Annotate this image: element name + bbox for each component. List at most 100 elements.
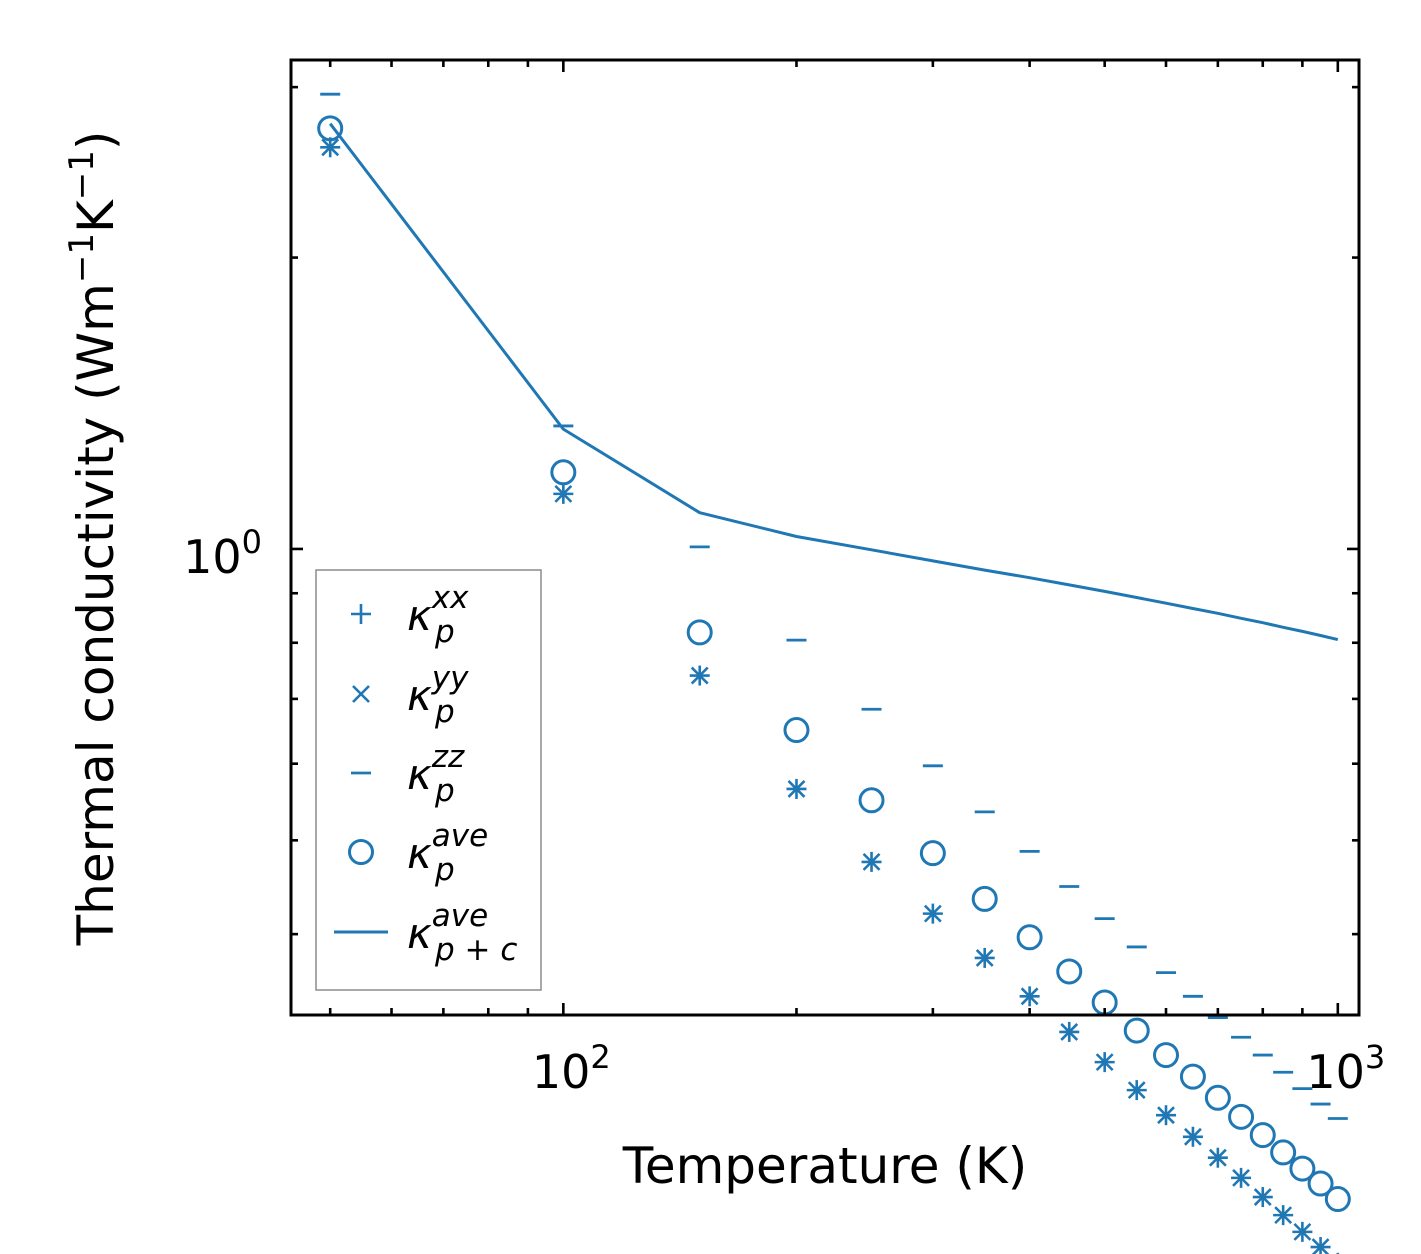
legend-entry-1-base: κ: [407, 591, 432, 640]
legend-entry-3-sub: p: [434, 773, 455, 809]
series-kappa-p-ave-point-600-ring: [1153, 1042, 1180, 1069]
y-axis-label-k: K: [67, 199, 125, 233]
legend-entry-3-label: κzz p: [407, 739, 465, 809]
series-kappa-p-ave-point-850-ring: [1270, 1139, 1297, 1166]
x-axis-label: Temperature (K): [622, 1137, 1027, 1195]
series-kappa-p-ave-point-950: [1307, 1170, 1334, 1197]
legend-entry-3-base: κ: [407, 750, 432, 799]
legend-entry-1: κxx p: [351, 580, 469, 650]
legend-entry-2-sup: yy: [431, 660, 469, 696]
x-tick-label-1000-exp: 3: [1365, 1038, 1385, 1076]
series-kappa-p-yy-point-600: [1157, 1106, 1175, 1125]
series-kappa-p-ave-point-550-ring: [1123, 1017, 1150, 1044]
series-kappa-p-yy-point-800-d2: [1253, 1188, 1272, 1206]
series-kappa-p-yy-point-250-d2: [862, 852, 881, 871]
series-kappa-p-ave-point-800: [1249, 1122, 1276, 1149]
legend-entry-2-sub: p: [434, 694, 455, 730]
series-kappa-p-yy-point-400-d2: [1020, 987, 1039, 1006]
legend-entry-4-sup: ave: [432, 818, 488, 854]
series-kappa-p-yy-point-200-d2: [787, 780, 806, 798]
legend-entry-2-base: κ: [407, 671, 432, 720]
legend-entry-2: κyy p: [352, 660, 469, 730]
legend-entry-4-label: κave p: [407, 818, 488, 888]
legend-entry-1-label: κxx p: [407, 580, 469, 650]
legend-entry-5-sup: ave: [432, 898, 488, 934]
series-kappa-p-yy-point-300-d2: [923, 904, 942, 923]
series-kappa-p-ave-point-650: [1179, 1063, 1206, 1090]
y-axis-label-main: Thermal conductivity (Wm: [67, 283, 125, 946]
series-kappa-p-yy-point-400: [1020, 987, 1039, 1006]
series-kappa-p-yy-point-500: [1095, 1053, 1114, 1072]
series-kappa-p-yy-point-50: [321, 138, 340, 157]
series-kappa-p-ave-point-400: [1016, 924, 1043, 951]
series-kappa-p-ave-point-950-ring: [1307, 1170, 1334, 1197]
legend-entry-5-sub: p + c: [434, 932, 517, 968]
legend-entry-2-handle: [352, 685, 370, 703]
x-tick-label-100: 102: [532, 1038, 611, 1099]
series-kappa-p-yy-point-100: [554, 484, 573, 503]
legend-entry-3: κzz p: [351, 739, 465, 809]
axes-frame: [289, 58, 1361, 1017]
series-kappa-p-ave-point-700: [1204, 1084, 1231, 1111]
series-kappa-p-ave-point-400-ring: [1016, 924, 1043, 951]
series-kappa-p-ave-point-750: [1228, 1103, 1255, 1130]
series-kappa-p-ave-point-1000: [1324, 1186, 1351, 1213]
series-kappa-p-yy-point-750: [1232, 1168, 1250, 1187]
legend-entry-4-base: κ: [407, 829, 432, 878]
x-tick-label-100-base: 10: [532, 1045, 591, 1099]
y-axis-label-sup2: −1: [62, 150, 102, 200]
series-kappa-p-yy-point-350-d2: [975, 948, 994, 967]
series-kappa-p-ave-point-350-ring: [971, 885, 998, 912]
series-kappa-p-yy-point-150-d2: [690, 666, 709, 685]
legend-entry-3-sup: zz: [431, 739, 465, 775]
series-kappa-p-ave-point-1000-ring: [1324, 1186, 1351, 1213]
series-kappa-p-ave-point-450-ring: [1056, 958, 1083, 985]
series-kappa-p-yy-point-600-d2: [1157, 1106, 1175, 1125]
series-kappa-p-yy-point-450: [1060, 1022, 1079, 1041]
series-kappa-p-yy-point-700-d2: [1208, 1148, 1227, 1167]
series-kappa-p-yy-point-100-d2: [554, 484, 573, 503]
legend-entry-2-label: κyy p: [407, 660, 469, 730]
series-kappa-p-ave-point-850: [1270, 1139, 1297, 1166]
legend-entry-5-label: κave p + c: [407, 898, 517, 968]
series-kappa-p-ave-point-150-ring: [686, 619, 713, 646]
series-kappa-p-yy-point-800: [1253, 1188, 1272, 1206]
series-kappa-p-ave-point-50-ring: [317, 115, 344, 142]
series-kappa-p-yy-point-300: [923, 904, 942, 923]
series-kappa-p-c-ave: [329, 122, 1339, 642]
series-kappa-p-ave: [317, 115, 1351, 1213]
legend-entry-2-handle-d2: [352, 685, 370, 703]
series-kappa-p-ave-point-100-ring: [550, 459, 577, 486]
series-kappa-p-ave-point-750-ring: [1228, 1103, 1255, 1130]
series-kappa-p-ave-point-150: [686, 619, 713, 646]
series-kappa-p-ave-point-800-ring: [1249, 1122, 1276, 1149]
legend-box: [315, 569, 542, 991]
series-kappa-p-ave-point-350: [971, 885, 998, 912]
series-kappa-p-ave-point-700-ring: [1204, 1084, 1231, 1111]
series-kappa-p-yy-point-250: [862, 852, 881, 871]
series-kappa-p-yy-point-550-d2: [1127, 1081, 1146, 1100]
legend-entry-4-handle: [348, 839, 374, 865]
series-kappa-p-yy-point-650: [1184, 1127, 1202, 1146]
legend-entry-5: κave p + c: [334, 898, 517, 968]
series-kappa-p-c-ave-line: [329, 122, 1339, 642]
y-axis-label-sup1: −1: [62, 233, 102, 283]
series-kappa-p-ave-point-250: [858, 787, 885, 814]
series-kappa-p-ave-point-50: [317, 115, 344, 142]
series-kappa-p-yy-point-850-d2: [1274, 1206, 1293, 1225]
series-kappa-p-ave-point-200: [783, 717, 810, 744]
series-kappa-p-yy-point-650-d2: [1184, 1127, 1202, 1146]
x-tick-label-1000-base: 10: [1306, 1045, 1365, 1099]
series-kappa-p-ave-point-300: [919, 840, 946, 867]
series-kappa-p-yy: [321, 138, 1345, 1254]
series-kappa-p-yy-point-750-d2: [1232, 1168, 1250, 1187]
x-tick-label-1000: 103: [1306, 1038, 1385, 1099]
series-kappa-p-yy-point-500-d2: [1095, 1053, 1114, 1072]
x-tick-label-100-exp: 2: [590, 1038, 610, 1076]
data-marks: [317, 92, 1351, 1254]
series-kappa-p-yy-point-350: [975, 948, 994, 967]
legend-entry-4-handle-ring: [348, 839, 374, 865]
series-kappa-p-yy-point-550: [1127, 1081, 1146, 1100]
